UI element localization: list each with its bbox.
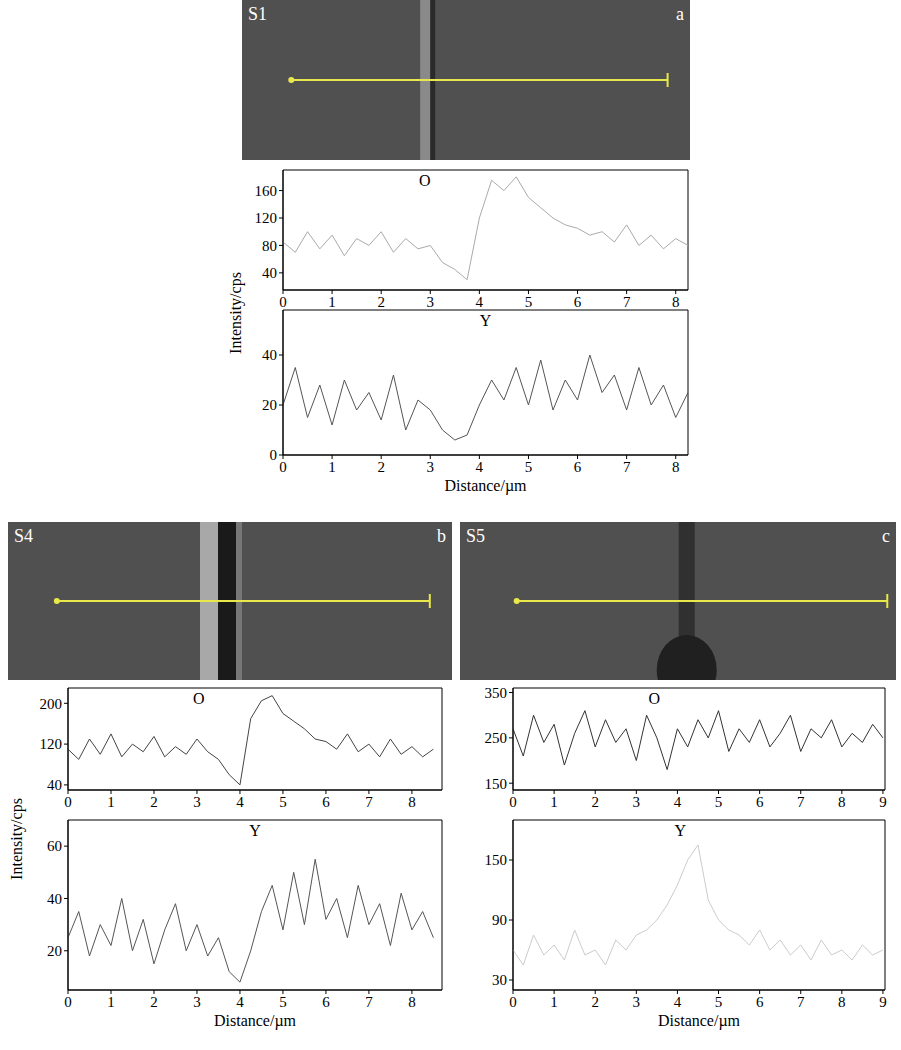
html-text:b: b (437, 526, 446, 546)
svg-text:6: 6 (756, 994, 764, 1010)
svg-text:0: 0 (279, 294, 287, 310)
svg-text:5: 5 (715, 794, 723, 810)
svg-text:3: 3 (633, 794, 641, 810)
svg-text:7: 7 (623, 294, 631, 310)
svg-text:1: 1 (328, 294, 336, 310)
svg-text:5: 5 (279, 994, 287, 1010)
svg-text:350: 350 (485, 685, 508, 701)
svg-text:250: 250 (485, 730, 508, 746)
svg-text:3: 3 (193, 994, 201, 1010)
svg-text:2: 2 (591, 794, 599, 810)
svg-text:4: 4 (236, 794, 244, 810)
svg-text:3: 3 (193, 794, 201, 810)
svg-text:5: 5 (525, 459, 533, 475)
svg-text:80: 80 (262, 238, 277, 254)
svg-text:6: 6 (322, 794, 330, 810)
svg-text:120: 120 (40, 736, 63, 752)
svg-text:150: 150 (485, 776, 508, 792)
html-text:Distance/µm: Distance/µm (214, 1012, 296, 1029)
html-text:O: O (193, 690, 205, 707)
html-text:O: O (419, 172, 431, 189)
html-text:Y: Y (249, 822, 261, 839)
svg-text:0: 0 (270, 447, 278, 463)
svg-text:0: 0 (64, 794, 72, 810)
svg-text:3: 3 (427, 294, 435, 310)
svg-text:150: 150 (485, 852, 508, 868)
svg-text:40: 40 (47, 891, 62, 907)
html-text:Y: Y (479, 312, 492, 329)
html-text:Intensity/cps: Intensity/cps (227, 271, 244, 354)
svg-text:7: 7 (365, 994, 373, 1010)
svg-text:3: 3 (633, 994, 641, 1010)
svg-text:40: 40 (47, 777, 62, 793)
html-text:Intensity/cps: Intensity/cps (8, 798, 25, 880)
svg-text:4: 4 (476, 294, 484, 310)
svg-text:1: 1 (550, 994, 558, 1010)
svg-text:5: 5 (715, 994, 723, 1010)
html-text:S5: S5 (466, 526, 485, 546)
svg-text:1: 1 (107, 794, 115, 810)
svg-text:5: 5 (525, 294, 533, 310)
svg-text:0: 0 (279, 459, 287, 475)
svg-text:3: 3 (427, 459, 435, 475)
svg-text:7: 7 (797, 994, 805, 1010)
svg-text:4: 4 (236, 994, 244, 1010)
html-text:O: O (648, 690, 661, 707)
svg-text:8: 8 (672, 294, 680, 310)
svg-text:8: 8 (838, 794, 846, 810)
svg-text:1: 1 (328, 459, 336, 475)
html-text:Distance/µm: Distance/µm (658, 1012, 740, 1029)
svg-text:6: 6 (574, 294, 582, 310)
svg-text:9: 9 (879, 994, 887, 1010)
svg-text:40: 40 (262, 347, 277, 363)
svg-text:7: 7 (365, 794, 373, 810)
svg-text:0: 0 (64, 994, 72, 1010)
html-text:Y: Y (674, 822, 687, 839)
svg-text:200: 200 (40, 696, 63, 712)
html-text:S1: S1 (248, 4, 267, 24)
svg-text:8: 8 (672, 459, 680, 475)
svg-text:8: 8 (838, 994, 846, 1010)
svg-text:2: 2 (150, 994, 158, 1010)
svg-text:120: 120 (255, 210, 278, 226)
svg-text:8: 8 (408, 994, 416, 1010)
svg-text:2: 2 (591, 994, 599, 1010)
svg-text:90: 90 (492, 912, 507, 928)
svg-text:160: 160 (255, 183, 278, 199)
html-text:c: c (882, 526, 890, 546)
svg-text:6: 6 (574, 459, 582, 475)
svg-text:30: 30 (492, 972, 507, 988)
html-text:S4: S4 (14, 526, 33, 546)
svg-text:7: 7 (623, 459, 631, 475)
svg-text:60: 60 (47, 838, 62, 854)
svg-text:2: 2 (377, 459, 385, 475)
svg-text:0: 0 (509, 794, 517, 810)
svg-text:9: 9 (879, 794, 887, 810)
svg-text:7: 7 (797, 794, 805, 810)
svg-text:4: 4 (674, 994, 682, 1010)
svg-text:2: 2 (150, 794, 158, 810)
svg-text:0: 0 (509, 994, 517, 1010)
html-text:Distance/µm: Distance/µm (444, 477, 527, 494)
svg-text:5: 5 (279, 794, 287, 810)
svg-text:6: 6 (756, 794, 764, 810)
html-text:a: a (676, 4, 684, 24)
svg-text:6: 6 (322, 994, 330, 1010)
svg-text:20: 20 (262, 397, 277, 413)
svg-text:1: 1 (107, 994, 115, 1010)
svg-text:2: 2 (377, 294, 385, 310)
svg-text:40: 40 (262, 265, 277, 281)
svg-text:20: 20 (47, 943, 62, 959)
svg-text:4: 4 (476, 459, 484, 475)
svg-text:1: 1 (550, 794, 558, 810)
svg-text:8: 8 (408, 794, 416, 810)
svg-text:4: 4 (674, 794, 682, 810)
